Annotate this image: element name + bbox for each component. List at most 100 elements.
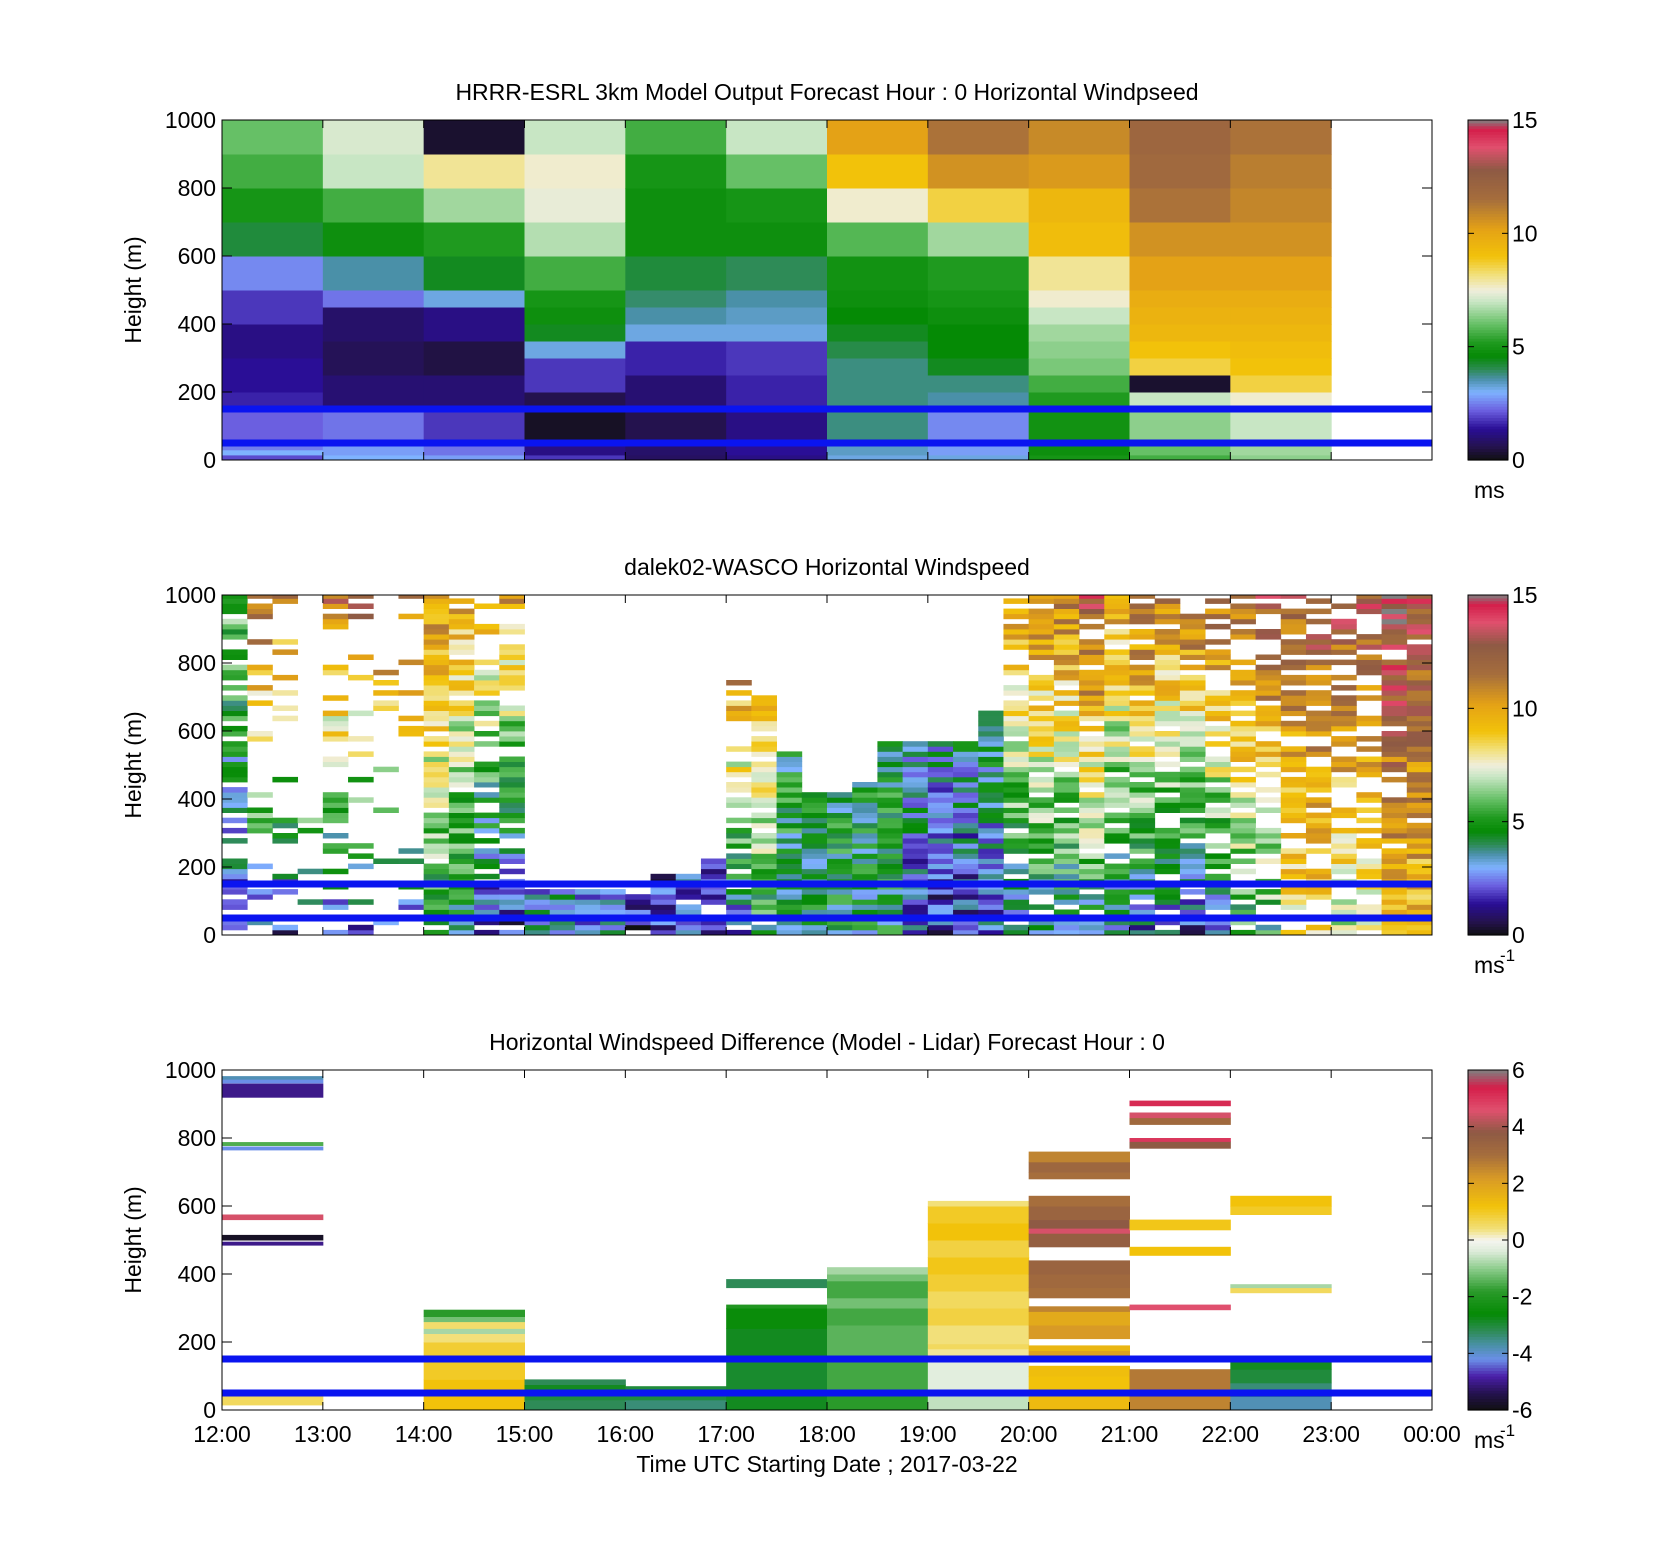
colorbar-swatch [1468, 901, 1508, 905]
lidar-gate [322, 715, 349, 722]
lidar-gate [1230, 756, 1256, 762]
lidar-gate [373, 680, 399, 686]
colorbar-swatch [1468, 1378, 1508, 1383]
lidar-gate [751, 924, 777, 931]
lidar-gate [1028, 751, 1055, 757]
lidar-gate [978, 909, 1004, 915]
lidar-gate [1255, 690, 1282, 696]
lidar-gate [953, 833, 979, 839]
lidar-gate [499, 827, 525, 834]
lidar-gate [700, 924, 727, 931]
lidar-gate [675, 894, 702, 900]
lidar-gate [1179, 746, 1206, 752]
lidar-gate [222, 649, 248, 655]
colorbar-tick-label: 5 [1512, 809, 1525, 835]
lidar-gate [1129, 904, 1156, 910]
lidar-gate [1104, 827, 1130, 834]
lidar-gate [499, 904, 525, 910]
lidar-gate [499, 792, 525, 798]
lidar-gate [1053, 746, 1080, 752]
lidar-gate [801, 807, 828, 813]
lidar-gate [852, 843, 878, 849]
lidar-gate [1255, 695, 1282, 701]
colorbar-swatch [1468, 233, 1508, 237]
lidar-gate [675, 929, 702, 935]
lidar-gate [877, 929, 904, 935]
lidar-gate [423, 618, 450, 625]
lidar-gate [1406, 731, 1432, 737]
lidar-gate [1305, 710, 1332, 717]
lidar-gate [1003, 904, 1030, 910]
lidar-gate [1406, 807, 1432, 813]
lidar-gate [877, 761, 904, 768]
lidar-gate [1028, 649, 1055, 655]
lidar-gate [423, 598, 450, 604]
lidar-gate [1356, 863, 1382, 870]
lidar-gate [1205, 787, 1231, 793]
lidar-gate [1356, 843, 1382, 849]
lidar-gate [877, 766, 904, 773]
heatmap-cell [1230, 290, 1332, 308]
lidar-gate [1381, 674, 1408, 681]
lidar-gate [423, 715, 450, 722]
colorbar-swatch [1468, 168, 1508, 172]
lidar-gate [1104, 873, 1130, 880]
colorbar-tick-label: 0 [1512, 1227, 1525, 1253]
lidar-gate [1003, 838, 1030, 844]
colorbar-swatch [1468, 389, 1508, 393]
lidar-gate [852, 817, 878, 824]
lidar-gate [877, 807, 904, 813]
lidar-gate [524, 899, 551, 905]
lidar-gate [1079, 608, 1105, 615]
lidar-gate [1179, 868, 1206, 875]
lidar-gate [1280, 899, 1307, 905]
lidar-gate [1205, 695, 1231, 701]
lidar-gate [1028, 873, 1055, 880]
colorbar-swatch [1468, 1344, 1508, 1349]
heatmap-cell [524, 154, 626, 189]
lidar-gate [1129, 929, 1156, 935]
lidar-gate [1129, 868, 1156, 875]
heatmap-cell [927, 454, 1030, 460]
lidar-gate [1280, 868, 1307, 875]
lidar-gate [1104, 746, 1130, 752]
lidar-gate [1205, 797, 1231, 803]
lidar-gate [448, 904, 475, 910]
lidar-gate [877, 782, 904, 788]
lidar-gate [1331, 623, 1357, 630]
lidar-gate [549, 919, 576, 926]
lidar-gate [1356, 598, 1382, 604]
lidar-gate [1003, 634, 1030, 640]
y-tick-label: 800 [178, 1125, 216, 1151]
lidar-gate [1179, 766, 1206, 773]
lidar-gate [953, 848, 979, 854]
heatmap-cell [726, 1308, 828, 1329]
lidar-gate [499, 776, 525, 783]
lidar-gate [902, 833, 929, 839]
lidar-gate [1280, 731, 1307, 737]
lidar-gate [1104, 669, 1130, 676]
heatmap-cell [927, 1348, 1030, 1360]
lidar-gate [499, 802, 525, 808]
lidar-gate [549, 889, 576, 895]
lidar-gate [1154, 838, 1181, 844]
lidar-gate [1053, 618, 1080, 625]
lidar-gate [1053, 858, 1080, 864]
heatmap-cell [1129, 222, 1231, 257]
heatmap-cell [1230, 120, 1332, 155]
colorbar-swatch [1468, 264, 1508, 268]
lidar-gate [1381, 664, 1408, 671]
lidar-gate [1305, 822, 1332, 829]
lidar-gate [1079, 919, 1105, 926]
lidar-gate [927, 909, 954, 915]
lidar-gate [675, 873, 702, 880]
lidar-gate [877, 843, 904, 849]
lidar-gate [373, 705, 399, 711]
lidar-gate [474, 603, 500, 609]
lidar-gate [1205, 715, 1231, 722]
lidar-gate [1079, 817, 1105, 824]
lidar-gate [776, 756, 803, 762]
colorbar-swatch [1468, 722, 1508, 726]
colorbar-swatch [1468, 736, 1508, 741]
